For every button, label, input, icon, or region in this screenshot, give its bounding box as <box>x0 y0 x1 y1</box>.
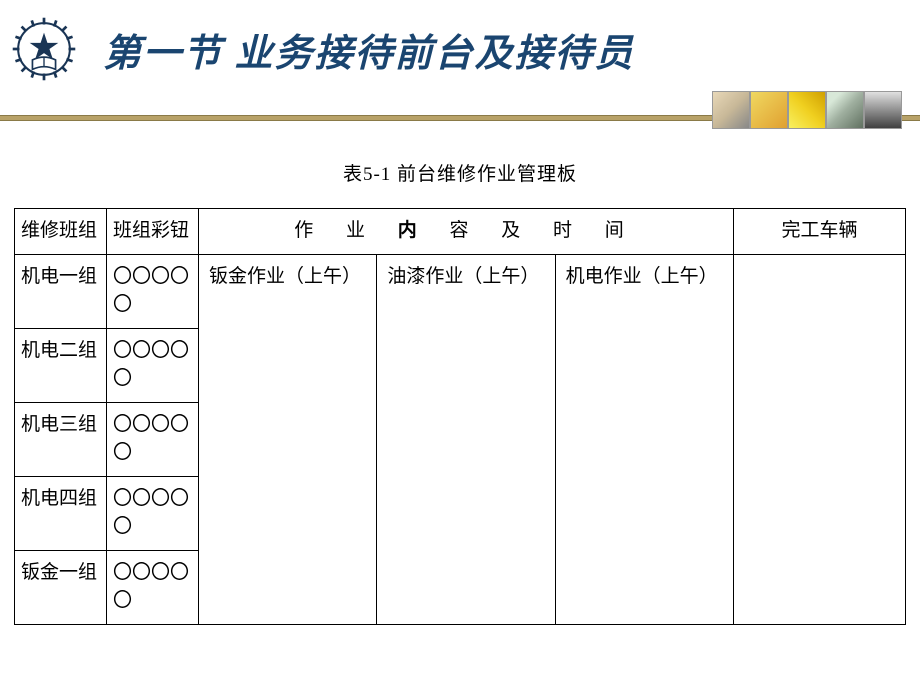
divider-line-right <box>902 115 920 121</box>
divider-line-left <box>0 115 712 121</box>
page-title: 第一节 业务接待前台及接待员 <box>103 22 635 77</box>
header-done: 完工车辆 <box>734 209 906 255</box>
slide-header: 第一节 业务接待前台及接待员 <box>0 0 920 91</box>
divider-bar <box>0 91 920 129</box>
cell-group: 机电四组 <box>15 476 107 550</box>
strip-image-clock2 <box>788 91 826 129</box>
cell-group: 机电二组 <box>15 328 107 402</box>
header-tasks: 作 业 内 容 及 时 间 <box>199 209 734 255</box>
table-caption: 表5-1 前台维修作业管理板 <box>0 159 920 186</box>
cell-task-paint: 油漆作业（上午） <box>377 254 555 624</box>
cell-task-sheet: 钣金作业（上午） <box>199 254 377 624</box>
strip-image-person <box>864 91 902 129</box>
cell-buttons: 〇〇〇〇〇 <box>107 328 199 402</box>
cell-buttons: 〇〇〇〇〇 <box>107 476 199 550</box>
cell-buttons: 〇〇〇〇〇 <box>107 550 199 624</box>
decorative-image-strip <box>712 91 902 129</box>
maintenance-table: 维修班组 班组彩钮 作 业 内 容 及 时 间 完工车辆 机电一组 〇〇〇〇〇 … <box>14 208 906 625</box>
strip-image-money <box>826 91 864 129</box>
table-row: 机电一组 〇〇〇〇〇 钣金作业（上午） 油漆作业（上午） 机电作业（上午） <box>15 254 906 328</box>
header-group: 维修班组 <box>15 209 107 255</box>
cell-buttons: 〇〇〇〇〇 <box>107 254 199 328</box>
strip-image-clock <box>712 91 750 129</box>
cell-group: 钣金一组 <box>15 550 107 624</box>
header-buttons: 班组彩钮 <box>107 209 199 255</box>
cell-group: 机电三组 <box>15 402 107 476</box>
cell-buttons: 〇〇〇〇〇 <box>107 402 199 476</box>
table-header-row: 维修班组 班组彩钮 作 业 内 容 及 时 间 完工车辆 <box>15 209 906 255</box>
table-container: 维修班组 班组彩钮 作 业 内 容 及 时 间 完工车辆 机电一组 〇〇〇〇〇 … <box>0 208 920 625</box>
cell-done <box>734 254 906 624</box>
gear-star-logo <box>10 15 78 83</box>
cell-task-mech: 机电作业（上午） <box>555 254 733 624</box>
strip-image-abstract <box>750 91 788 129</box>
cell-group: 机电一组 <box>15 254 107 328</box>
